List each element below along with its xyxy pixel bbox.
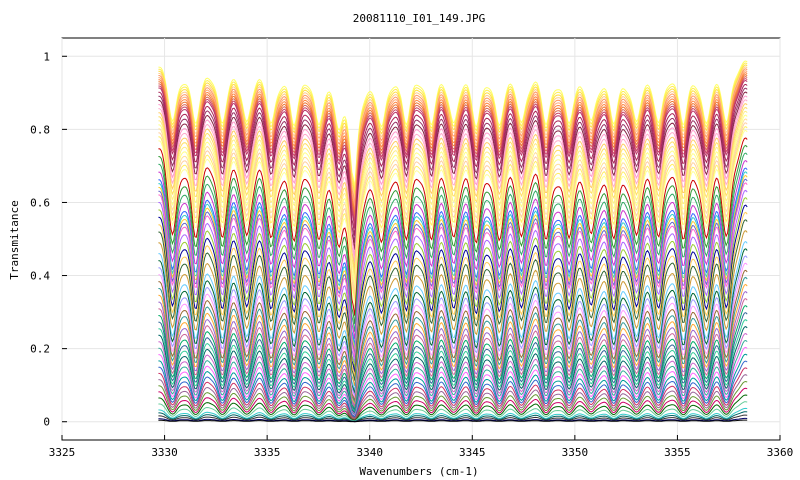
spectrum-line [158,70,748,210]
spectrum-line [158,219,748,381]
spectrum-line [158,178,748,355]
chart-title: 20081110_I01_149.JPG [353,12,485,25]
x-tick-label: 3360 [767,446,794,459]
x-tick-label: 3350 [562,446,589,459]
spectrum-line [158,76,748,222]
spectrum-line [158,110,748,282]
tick-labels: 3325 3330 3335 3340 3345 3350 3355 3360 0 0.2 0.4 0… [30,50,793,459]
spectrum-line [158,339,748,417]
spectrum-line [158,118,748,292]
spectrum-line [158,269,748,401]
spectrum-line [158,298,748,410]
spectrum-line [158,95,748,257]
spectrum-line [158,159,748,340]
tick-marks [61,55,781,440]
spectrum-line [158,126,748,302]
spectrum-line [158,319,748,414]
spectrum-line [158,374,748,420]
spectrum-line [158,419,748,423]
spectrum-line [158,171,748,349]
x-tick-label: 3330 [151,446,178,459]
x-tick-label: 3340 [356,446,383,459]
spectrum-line [158,291,748,409]
x-tick-label: 3345 [459,446,486,459]
series-group [158,60,748,423]
spectrum-line [158,122,748,298]
spectrum-line [158,68,748,205]
spectrum-line [158,211,748,377]
spectrum-line [158,60,748,188]
spectrum-line [158,387,748,421]
spectrum-line [158,326,748,415]
spectrum-line [158,66,748,201]
spectrum-line [158,167,748,346]
spectrum-line [158,283,748,407]
x-tick-label: 3355 [664,446,691,459]
spectrum-line [158,262,748,399]
spectrum-line [158,103,748,270]
spectrum-line [158,312,748,413]
spectrum-line [158,353,748,418]
spectrum-line [158,407,748,422]
x-tick-label: 3325 [49,446,76,459]
y-axis-label: Transmitance [8,200,21,279]
y-tick-label: 0.2 [30,343,50,356]
spectrum-line [158,78,748,225]
x-axis-label: Wavenumbers (cm-1) [359,465,478,478]
spectrum-line [158,276,748,404]
spectrum-line [158,83,748,237]
spectrum-line [158,380,748,421]
spectrum-line [158,230,748,387]
x-tick-label: 3335 [254,446,281,459]
spectrum-line [158,62,748,193]
spectrum-line [158,64,748,197]
y-tick-label: 0.8 [30,123,50,136]
spectrum-line [158,248,748,394]
spectrum-line [158,129,748,307]
spectrum-line [158,74,748,218]
spectrum-line [158,346,748,418]
spectrum-line [158,333,748,416]
spectrum-line [158,414,748,422]
spectrum-line [158,411,748,422]
spectrum-line [158,255,748,397]
spectrum-line [158,367,748,420]
spectrum-line [158,189,748,364]
spectrum-line [158,137,748,316]
spectrum-line [158,305,748,412]
y-tick-label: 0.4 [30,270,50,283]
spectrum-line [158,72,748,214]
y-tick-label: 0.6 [30,196,50,209]
spectrum-line [158,87,748,244]
y-tick-label: 1 [43,50,50,63]
spectrum-line [158,91,748,251]
spectrum-line [158,106,748,276]
spectrum-line [158,394,748,421]
spectrum-line [158,182,748,358]
spectrum-line [158,144,748,325]
spectrum-line [158,114,748,287]
spectrum-line [158,152,748,332]
spectrum-line [158,174,748,352]
spectrum-line [158,401,748,422]
spectrum-line [158,79,748,229]
spectrum-line [158,204,748,373]
spectrum-line [158,99,748,264]
spectrum-line [158,197,748,368]
y-tick-label: 0 [43,416,50,429]
spectrum-line [158,240,748,391]
spectrum-line [158,360,748,419]
